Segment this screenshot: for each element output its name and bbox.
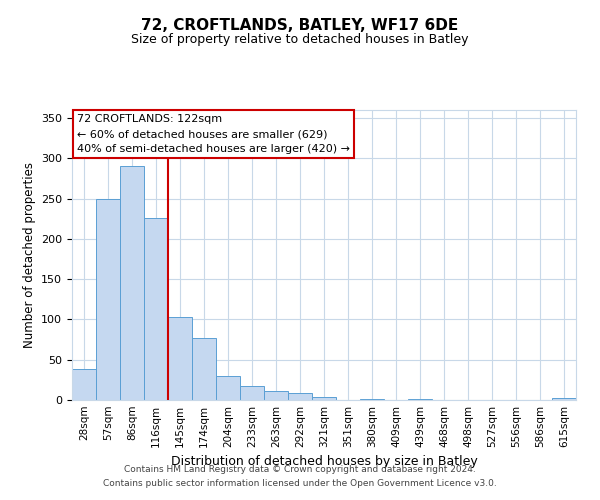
- Y-axis label: Number of detached properties: Number of detached properties: [23, 162, 35, 348]
- Bar: [288, 393, 312, 400]
- Text: Size of property relative to detached houses in Batley: Size of property relative to detached ho…: [131, 32, 469, 46]
- Bar: [312, 397, 336, 400]
- Text: Contains HM Land Registry data © Crown copyright and database right 2024.
Contai: Contains HM Land Registry data © Crown c…: [103, 466, 497, 487]
- Bar: [408, 399, 432, 400]
- Bar: [72, 368, 96, 400]
- Bar: [360, 399, 384, 400]
- X-axis label: Distribution of detached houses by size in Batley: Distribution of detached houses by size …: [170, 456, 478, 468]
- Bar: [552, 398, 576, 400]
- Bar: [216, 376, 240, 400]
- Bar: [96, 198, 120, 400]
- Bar: [264, 391, 288, 400]
- Bar: [168, 317, 192, 400]
- Bar: [120, 166, 144, 400]
- Bar: [144, 218, 168, 400]
- Bar: [192, 338, 216, 400]
- Bar: [240, 386, 264, 400]
- Text: 72, CROFTLANDS, BATLEY, WF17 6DE: 72, CROFTLANDS, BATLEY, WF17 6DE: [142, 18, 458, 32]
- Text: 72 CROFTLANDS: 122sqm
← 60% of detached houses are smaller (629)
40% of semi-det: 72 CROFTLANDS: 122sqm ← 60% of detached …: [77, 114, 350, 154]
